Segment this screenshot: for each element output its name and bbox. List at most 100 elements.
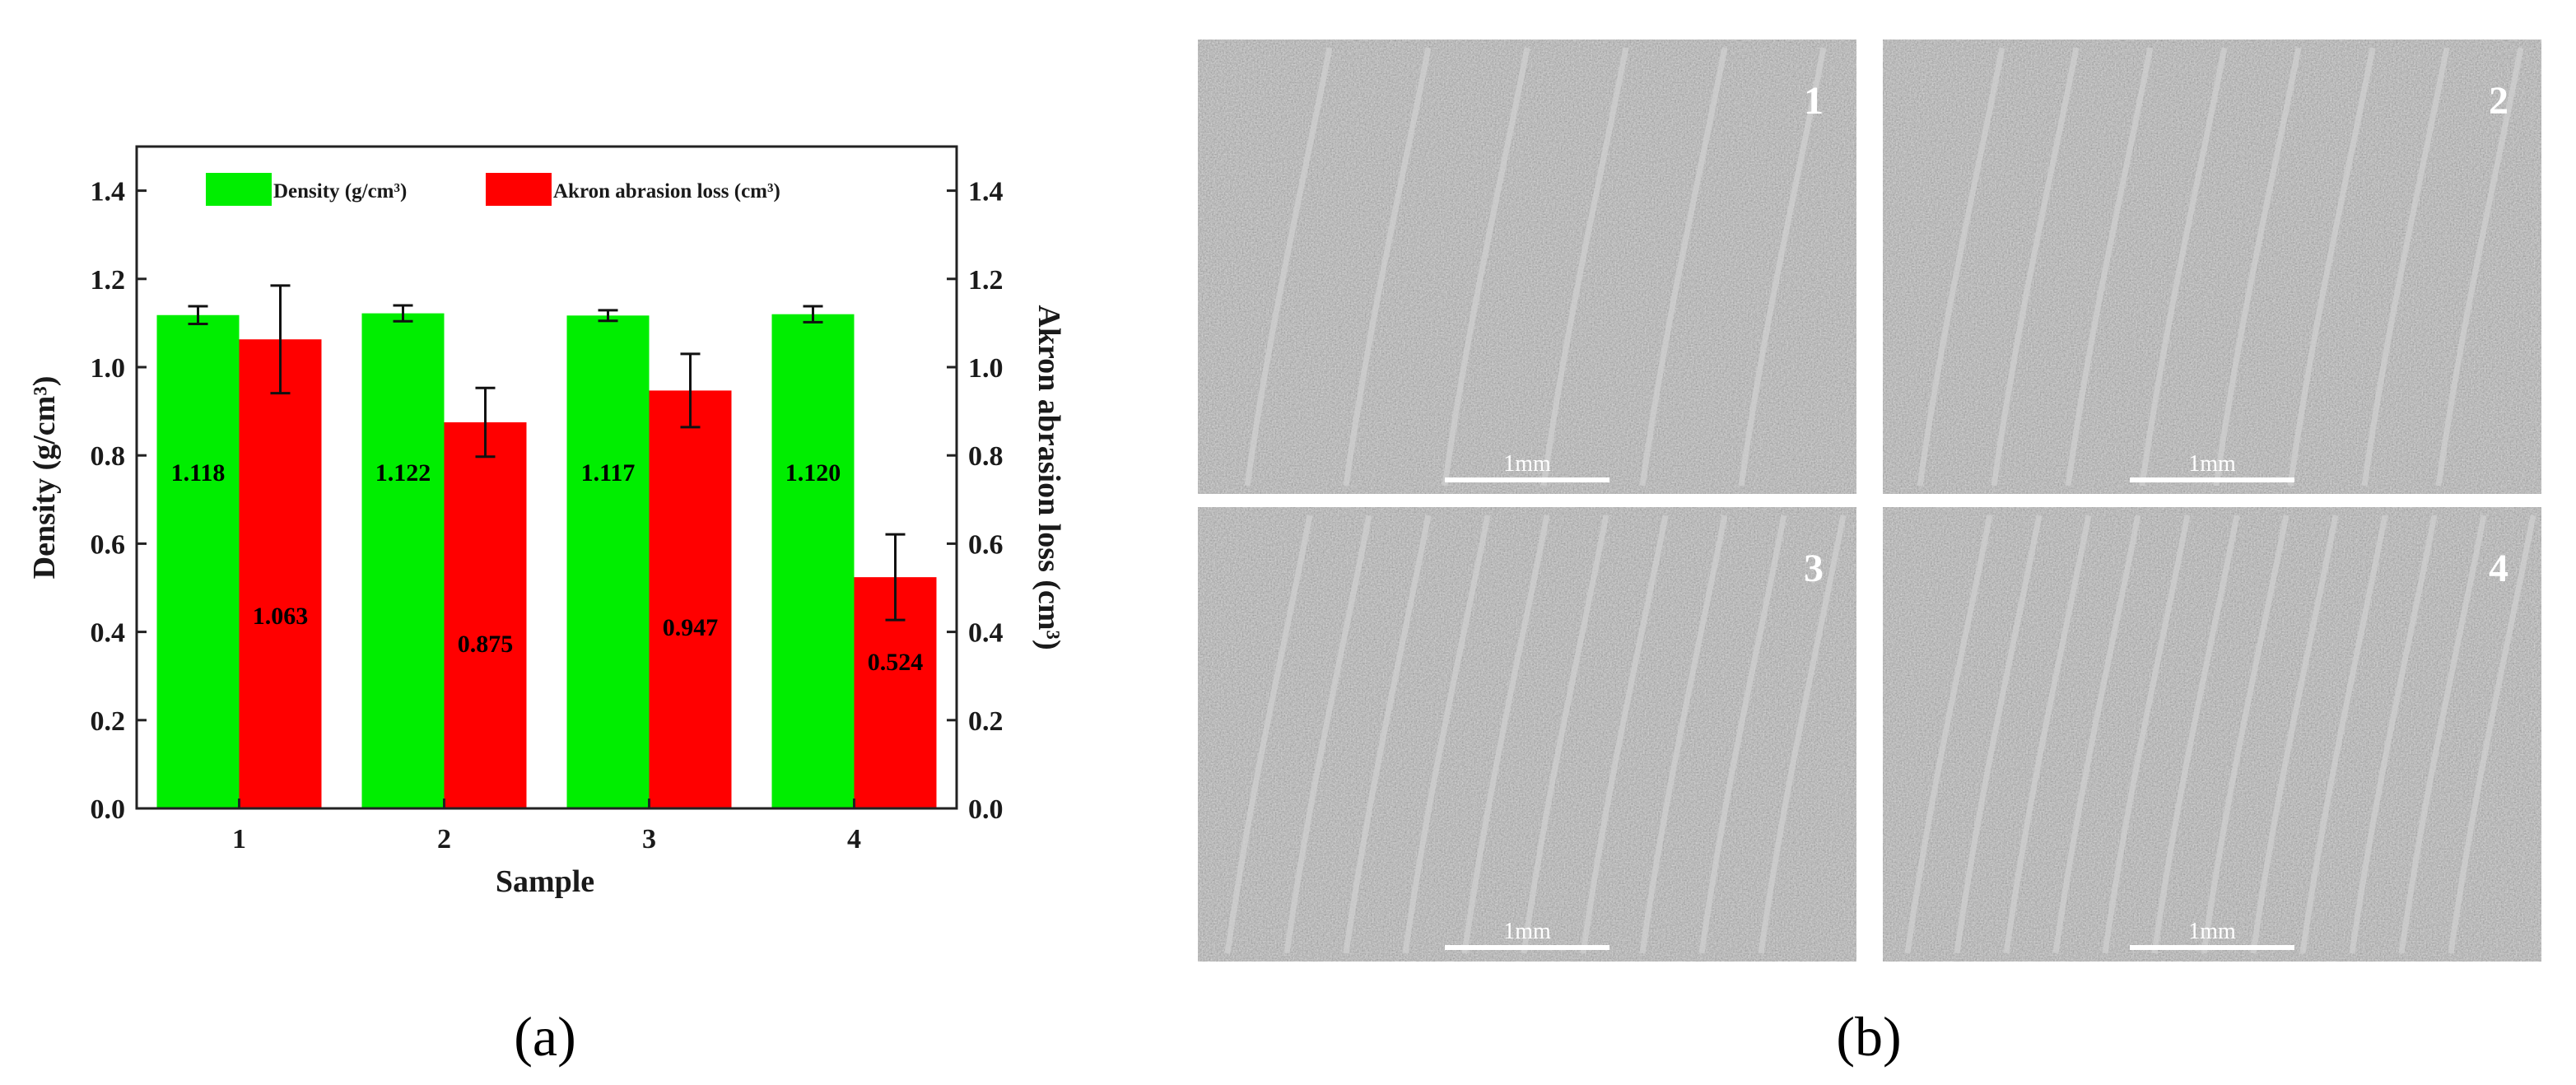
micrograph-ridge-4-4 bbox=[2052, 515, 2141, 954]
axis-ticks-group: 1 2 3 4 0.0 0.0 0.2 0.2 0.4 0.4 0.6 0.6 0.8 0.8 1.0 1.0… bbox=[91, 177, 1004, 854]
y-tick-label-left-0.4: 0.4 bbox=[91, 618, 126, 649]
micrograph-ridge-3-8 bbox=[1639, 515, 1728, 954]
micrograph-ridge-1-3 bbox=[1442, 47, 1530, 487]
y-tick-label-left-0.6: 0.6 bbox=[91, 529, 126, 560]
legend-label-density: Density (g/cm³) bbox=[273, 180, 407, 203]
micrograph-ridge-4-3 bbox=[2003, 515, 2092, 954]
data-label-density-4: 1.120 bbox=[785, 459, 841, 487]
legend: Density (g/cm³) Akron abrasion loss (cm³… bbox=[206, 173, 780, 206]
micrograph-ridge-4-10 bbox=[2349, 515, 2438, 954]
y-tick-label-right-0.8: 0.8 bbox=[968, 441, 1004, 472]
micrograph-grid: 1 1mm 2 1mm 3 1mm 4 1mm bbox=[1198, 40, 2541, 962]
y-axis-label-left: Density (g/cm³) bbox=[27, 376, 62, 580]
y-tick-label-left-0.2: 0.2 bbox=[91, 706, 126, 737]
legend-swatch-density bbox=[206, 173, 272, 206]
y-tick-label-right-1.4: 1.4 bbox=[968, 177, 1004, 207]
micrograph-ridge-2-4 bbox=[2139, 47, 2228, 487]
bar-abrasion-3 bbox=[649, 390, 732, 808]
bar-density-1 bbox=[156, 314, 240, 808]
micrograph-ridge-2-6 bbox=[2287, 47, 2376, 487]
micrograph-ridge-2-8 bbox=[2435, 47, 2524, 487]
micrograph-ridge-3-3 bbox=[1343, 515, 1432, 954]
scale-bar-1 bbox=[1445, 477, 1609, 482]
bar-abrasion-1 bbox=[239, 339, 322, 808]
micrograph-texture-1 bbox=[1198, 40, 1856, 494]
legend-swatch-abrasion bbox=[486, 173, 552, 206]
scale-bar-label-2: 1mm bbox=[2188, 451, 2236, 477]
micrograph-ridge-3-9 bbox=[1698, 515, 1787, 954]
data-labels-group: 1.118 1.063 1.122 0.875 1.117 0.947 1.120 0.524 bbox=[171, 459, 924, 676]
x-axis-label: Sample bbox=[496, 864, 594, 899]
micrograph-2: 2 1mm bbox=[1883, 40, 2541, 494]
bar-density-3 bbox=[566, 315, 650, 809]
micrograph-ridge-1-5 bbox=[1639, 47, 1728, 487]
micrograph-label-2: 2 bbox=[2489, 79, 2508, 123]
micrograph-ridge-4-8 bbox=[2250, 515, 2339, 954]
y-tick-label-right-0.6: 0.6 bbox=[968, 529, 1004, 560]
micrograph-ridges-1 bbox=[1244, 47, 1827, 487]
micrograph-ridge-3-4 bbox=[1402, 515, 1491, 954]
micrograph-ridge-2-1 bbox=[1917, 47, 2005, 487]
data-label-density-1: 1.118 bbox=[171, 459, 226, 487]
micrograph-ridges-4 bbox=[1904, 515, 2536, 954]
y-axis-label-right: Akron abrasion loss (cm³) bbox=[1032, 305, 1066, 650]
y-tick-label-left-0.0: 0.0 bbox=[91, 794, 126, 825]
scale-bar-label-1: 1mm bbox=[1503, 451, 1551, 477]
y-tick-label-right-0.4: 0.4 bbox=[968, 618, 1004, 649]
y-tick-label-right-1.2: 1.2 bbox=[968, 265, 1004, 296]
micrograph-ridge-3-10 bbox=[1758, 515, 1847, 954]
data-label-density-2: 1.122 bbox=[375, 459, 431, 487]
micrograph-ridge-2-7 bbox=[2361, 47, 2450, 487]
micrograph-ridge-3-5 bbox=[1461, 515, 1550, 954]
y-tick-label-right-0.0: 0.0 bbox=[968, 794, 1004, 825]
micrograph-1: 1 1mm bbox=[1198, 40, 1856, 494]
scale-bar-4 bbox=[2130, 945, 2294, 950]
micrograph-ridge-4-11 bbox=[2398, 515, 2487, 954]
micrograph-ridge-4-7 bbox=[2201, 515, 2290, 954]
micrograph-ridge-4-2 bbox=[1954, 515, 2043, 954]
micrograph-ridge-4-12 bbox=[2448, 515, 2536, 954]
micrograph-ridge-1-1 bbox=[1244, 47, 1333, 487]
micrograph-label-4: 4 bbox=[2489, 547, 2508, 590]
micrograph-ridge-3-1 bbox=[1224, 515, 1313, 954]
micrograph-4: 4 1mm bbox=[1883, 507, 2541, 962]
x-tick-label-4: 4 bbox=[847, 824, 861, 854]
error-bars-group bbox=[188, 284, 906, 622]
y-tick-label-right-1.0: 1.0 bbox=[968, 353, 1004, 384]
micrograph-ridge-3-7 bbox=[1580, 515, 1669, 954]
y-tick-label-left-0.8: 0.8 bbox=[91, 441, 126, 472]
y-tick-label-left-1.2: 1.2 bbox=[91, 265, 126, 296]
data-label-abrasion-2: 0.875 bbox=[458, 631, 514, 658]
panel-label-b: (b) bbox=[1836, 1005, 1901, 1068]
micrograph-ridge-1-4 bbox=[1540, 47, 1629, 487]
data-label-abrasion-4: 0.524 bbox=[868, 649, 924, 676]
y-tick-label-right-0.2: 0.2 bbox=[968, 706, 1004, 737]
scale-bar-2 bbox=[2130, 477, 2294, 482]
bar-chart: 1.118 1.063 1.122 0.875 1.117 0.947 1.120 0.524… bbox=[27, 145, 1066, 899]
x-tick-label-1: 1 bbox=[232, 824, 246, 854]
data-label-density-3: 1.117 bbox=[581, 459, 636, 487]
scale-bar-3 bbox=[1445, 945, 1609, 950]
bar-density-4 bbox=[771, 314, 855, 808]
x-tick-label-2: 2 bbox=[437, 824, 451, 854]
micrograph-ridge-2-2 bbox=[1991, 47, 2080, 487]
bar-density-2 bbox=[361, 313, 445, 808]
x-tick-label-3: 3 bbox=[642, 824, 656, 854]
y-tick-label-left-1.4: 1.4 bbox=[91, 177, 126, 207]
scale-bar-label-4: 1mm bbox=[2188, 919, 2236, 944]
micrograph-ridge-2-3 bbox=[2065, 47, 2154, 487]
legend-label-abrasion: Akron abrasion loss (cm³) bbox=[553, 180, 780, 203]
micrograph-ridges-2 bbox=[1917, 47, 2524, 487]
data-label-abrasion-3: 0.947 bbox=[663, 614, 719, 641]
bar-abrasion-2 bbox=[444, 422, 527, 808]
micrograph-ridge-1-6 bbox=[1738, 47, 1827, 487]
micrograph-ridge-3-6 bbox=[1521, 515, 1609, 954]
micrograph-label-3: 3 bbox=[1804, 547, 1824, 590]
micrograph-ridge-1-2 bbox=[1343, 47, 1432, 487]
y-tick-label-left-1.0: 1.0 bbox=[91, 353, 126, 384]
micrograph-label-1: 1 bbox=[1804, 79, 1824, 123]
micrograph-ridge-2-5 bbox=[2213, 47, 2302, 487]
micrograph-3: 3 1mm bbox=[1198, 507, 1856, 962]
scale-bar-label-3: 1mm bbox=[1503, 919, 1551, 944]
